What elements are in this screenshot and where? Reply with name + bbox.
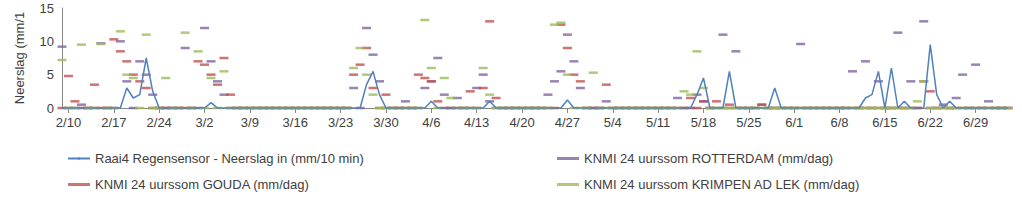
svg-text:3/30: 3/30 — [373, 115, 398, 130]
svg-text:KNMI 24 uurssom ROTTERDAM (mm/: KNMI 24 uurssom ROTTERDAM (mm/dag) — [584, 151, 833, 166]
svg-text:3/9: 3/9 — [241, 115, 259, 130]
svg-text:KNMI 24 uurssom KRIMPEN AD LEK: KNMI 24 uurssom KRIMPEN AD LEK (mm/dag) — [584, 177, 859, 192]
svg-text:3/2: 3/2 — [196, 115, 214, 130]
svg-text:6/15: 6/15 — [872, 115, 897, 130]
svg-text:Neerslag (mm/1: Neerslag (mm/1 — [12, 12, 27, 104]
svg-text:15: 15 — [40, 1, 54, 16]
svg-text:4/13: 4/13 — [464, 115, 489, 130]
svg-text:5/18: 5/18 — [691, 115, 716, 130]
svg-text:5: 5 — [47, 67, 54, 82]
svg-text:2/24: 2/24 — [147, 115, 172, 130]
svg-text:KNMI 24 uurssom GOUDA (mm/dag): KNMI 24 uurssom GOUDA (mm/dag) — [95, 177, 309, 192]
svg-text:5/11: 5/11 — [646, 115, 670, 130]
svg-text:5/25: 5/25 — [736, 115, 761, 130]
svg-text:0: 0 — [47, 101, 54, 116]
svg-text:Raai4 Regensensor - Neerslag i: Raai4 Regensensor - Neerslag in (mm/10 m… — [95, 151, 364, 166]
svg-text:4/27: 4/27 — [555, 115, 580, 130]
svg-text:6/1: 6/1 — [785, 115, 803, 130]
svg-text:6/29: 6/29 — [963, 115, 988, 130]
svg-text:6/8: 6/8 — [830, 115, 848, 130]
svg-text:3/16: 3/16 — [283, 115, 308, 130]
svg-text:4/20: 4/20 — [509, 115, 534, 130]
svg-text:6/22: 6/22 — [918, 115, 943, 130]
svg-text:3/23: 3/23 — [328, 115, 353, 130]
svg-text:2/10: 2/10 — [56, 115, 81, 130]
svg-text:2/17: 2/17 — [101, 115, 126, 130]
svg-text:5/4: 5/4 — [604, 115, 622, 130]
svg-text:4/6: 4/6 — [422, 115, 440, 130]
svg-text:10: 10 — [40, 34, 54, 49]
